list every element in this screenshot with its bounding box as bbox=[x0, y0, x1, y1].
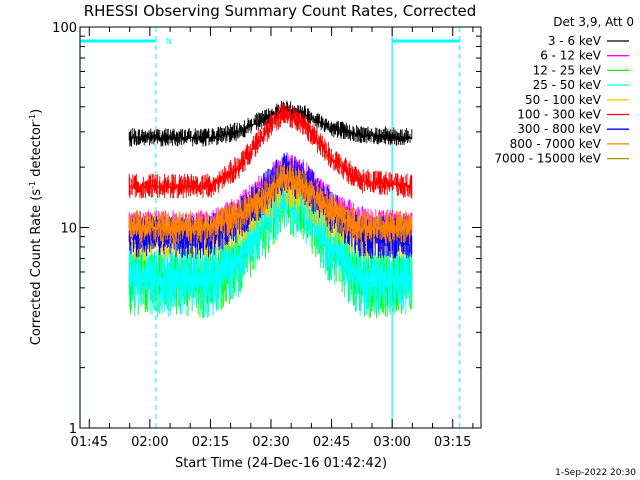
y-axis-label-sup2: -1 bbox=[28, 114, 37, 122]
axes-group: 1 10 100 01:45 02:00 02:15 02:30 02:45 03:00 03:1… bbox=[52, 21, 482, 450]
y-axis-label-mid: detector bbox=[29, 121, 44, 181]
legend-label-7: 300 - 800 keV bbox=[517, 122, 601, 136]
y-tick-label-2: 100 bbox=[52, 21, 77, 36]
legend-label-5: 50 - 100 keV bbox=[525, 93, 602, 107]
series-6-trace bbox=[128, 103, 413, 199]
y-axis-label-sup1: -1 bbox=[28, 181, 37, 189]
x-tick-label-3: 02:30 bbox=[252, 435, 289, 450]
series-8-trace bbox=[128, 162, 413, 245]
legend-label-2: 6 - 12 keV bbox=[540, 49, 602, 63]
x-tick-label-0: 01:45 bbox=[71, 435, 108, 450]
x-tick-label-4: 02:45 bbox=[313, 435, 350, 450]
series-group bbox=[128, 100, 413, 319]
chart-title: RHESSI Observing Summary Count Rates, Co… bbox=[84, 2, 477, 20]
footer-timestamp: 1-Sep-2022 20:30 bbox=[555, 468, 636, 478]
x-tick-label-6: 03:15 bbox=[434, 435, 471, 450]
x-tick-label-2: 02:15 bbox=[192, 435, 229, 450]
y-tick-label-0: 1 bbox=[69, 422, 77, 437]
y-axis-label-main: Corrected Count Rate (s bbox=[29, 189, 44, 346]
y-axis-label: Corrected Count Rate (s-1 detector-1) bbox=[28, 109, 44, 345]
legend-title: Det 3,9, Att 0 bbox=[553, 15, 634, 29]
legend-label-8: 800 - 7000 keV bbox=[510, 137, 602, 151]
y-tick-label-1: 10 bbox=[60, 222, 77, 237]
legend-label-4: 25 - 50 keV bbox=[533, 78, 602, 92]
legend-label-9: 7000 - 15000 keV bbox=[494, 152, 601, 166]
x-tick-label-1: 02:00 bbox=[131, 435, 168, 450]
y-axis-label-end: ) bbox=[29, 109, 44, 114]
night-marker-label: N bbox=[166, 37, 172, 46]
legend-label-3: 12 - 25 keV bbox=[533, 63, 602, 77]
legend-label-1: 3 - 6 keV bbox=[548, 34, 602, 48]
x-axis-label: Start Time (24-Dec-16 01:42:42) bbox=[175, 456, 387, 471]
series-4-trace bbox=[128, 165, 413, 319]
x-tick-label-5: 03:00 bbox=[373, 435, 410, 450]
legend-label-6: 100 - 300 keV bbox=[517, 108, 601, 122]
